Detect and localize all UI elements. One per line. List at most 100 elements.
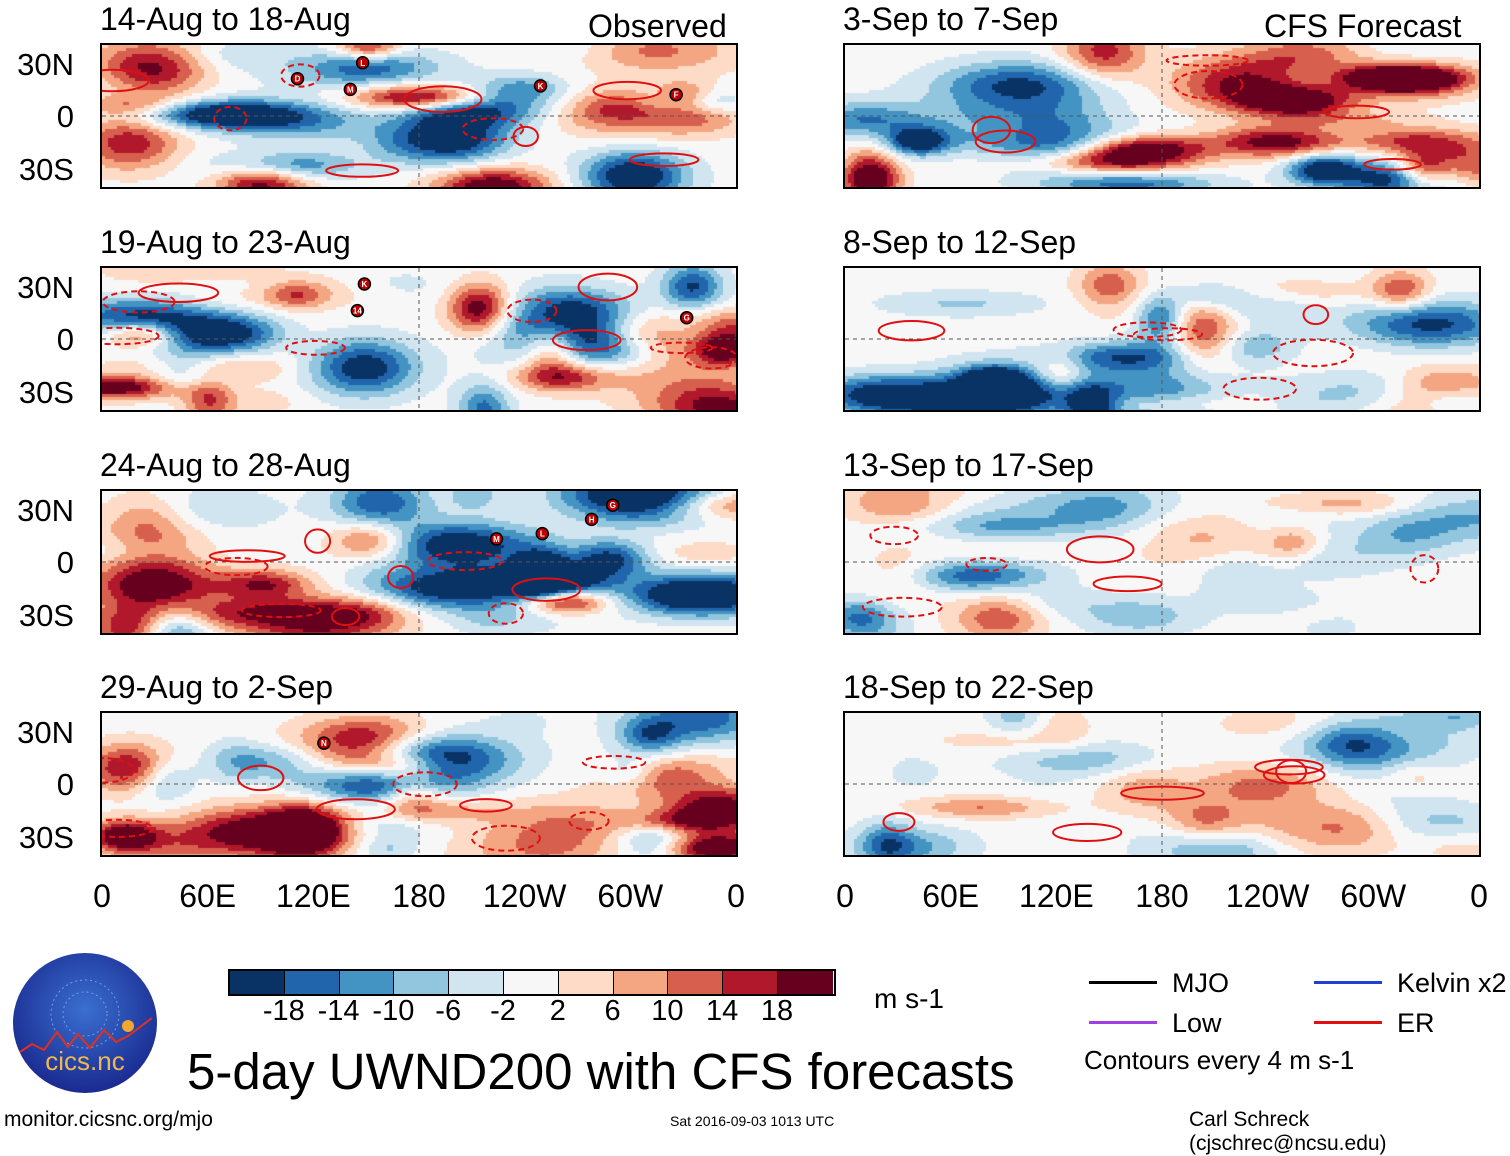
er-contour	[869, 525, 919, 546]
colorbar-level: 18	[760, 995, 794, 1027]
panel-title: 29-Aug to 2-Sep	[100, 669, 334, 705]
lon-label: 120E	[275, 878, 351, 914]
legend-label: Kelvin x2	[1397, 968, 1507, 998]
er-contour	[592, 80, 662, 101]
er-contour	[1222, 376, 1298, 401]
er-contour	[330, 607, 361, 627]
map-panel: D L M K F	[100, 43, 738, 189]
lat-label: 30S	[18, 375, 74, 410]
er-contour	[387, 565, 415, 590]
lat-label: 0	[56, 322, 74, 357]
legend-label: ER	[1397, 1008, 1435, 1038]
er-contour	[965, 557, 1008, 572]
tropical-cyclone-icon: G	[679, 310, 694, 325]
er-contour	[628, 152, 700, 168]
colorbar-level: -2	[490, 995, 516, 1027]
er-contour	[861, 596, 943, 618]
lat-label: 0	[56, 767, 74, 802]
colorbar-level: -18	[262, 995, 305, 1027]
storm-label: H	[589, 515, 595, 524]
er-contour	[1052, 822, 1123, 842]
colorbar-swatch	[778, 971, 833, 994]
er-contour	[1133, 327, 1204, 342]
lat-label: 30S	[18, 820, 74, 855]
tropical-cyclone-icon: L	[355, 56, 370, 70]
er-contour	[240, 602, 322, 619]
colorbar-swatch	[613, 971, 669, 994]
forecast-header: CFS Forecast	[1264, 8, 1462, 44]
storm-label: F	[674, 91, 679, 100]
er-contour	[470, 824, 541, 852]
panel-title: 8-Sep to 12-Sep	[843, 224, 1077, 260]
storm-label: G	[684, 314, 690, 323]
colorbar-swatch	[449, 971, 504, 994]
er-contour	[304, 528, 332, 554]
tropical-cyclone-icon: G	[605, 498, 620, 512]
map-panel	[843, 489, 1481, 635]
tropical-cyclone-icon: N	[317, 736, 331, 750]
logo-name: cics.nc	[45, 1046, 124, 1076]
colorbar-level: -14	[317, 995, 360, 1027]
er-contour	[1275, 759, 1308, 785]
tropical-cyclone-icon: M	[489, 532, 504, 546]
colorbar-level: -10	[372, 995, 415, 1027]
lat-label: 30N	[17, 270, 74, 305]
lat-label: 30N	[17, 493, 74, 528]
colorbar-swatch	[668, 971, 724, 994]
er-contour	[1302, 304, 1330, 326]
legend-label: Low	[1172, 1008, 1222, 1038]
colorbar-swatch	[558, 971, 614, 994]
storm-label: K	[362, 280, 368, 289]
er-contour	[137, 282, 220, 303]
tropical-cyclone-icon: M	[343, 82, 358, 97]
storm-label: 14	[353, 307, 362, 316]
er-contour	[102, 818, 154, 838]
tropical-cyclone-icon: D	[290, 71, 305, 86]
legend-line	[1089, 981, 1157, 984]
legend-line	[1089, 1021, 1157, 1024]
colorbar-units: m s-1	[874, 983, 944, 1014]
er-contour	[1065, 535, 1135, 564]
er-contour	[285, 339, 346, 356]
er-contour	[877, 320, 946, 342]
storm-label: D	[295, 75, 301, 84]
panel-title: 13-Sep to 17-Sep	[843, 447, 1094, 483]
footer-author: Carl Schreck (cjschrec@ncsu.edu)	[1189, 1108, 1387, 1155]
storm-label: L	[540, 530, 545, 539]
lon-label: 120E	[1018, 878, 1094, 914]
er-contour	[315, 798, 396, 821]
colorbar-level: 10	[651, 995, 684, 1027]
storm-label: M	[493, 535, 500, 544]
map-panel	[843, 266, 1481, 412]
er-contour	[551, 329, 622, 352]
lon-label: 60W	[597, 878, 664, 914]
map-panel	[843, 711, 1481, 857]
er-contour	[102, 68, 150, 93]
tropical-cyclone-icon: L	[535, 526, 550, 541]
colorbar-swatch	[230, 971, 285, 994]
storm-label: K	[538, 82, 544, 91]
panel-title: 24-Aug to 28-Aug	[100, 447, 351, 483]
er-contour	[461, 117, 525, 141]
storm-label: L	[360, 59, 365, 68]
lat-label: 0	[56, 545, 74, 580]
lon-label: 120W	[1225, 878, 1310, 914]
lon-label: 0	[727, 878, 745, 914]
colorbar-swatch	[504, 971, 559, 994]
er-contour	[971, 115, 1012, 145]
map-panel: K 14 G	[100, 266, 738, 412]
legend-label: MJO	[1172, 968, 1229, 998]
er-contour	[882, 812, 916, 832]
er-contour	[506, 298, 558, 324]
er-contour	[511, 577, 582, 602]
lon-label: 0	[93, 878, 111, 914]
legend-line	[1314, 981, 1382, 984]
panel-title: 14-Aug to 18-Aug	[100, 1, 351, 37]
er-contour	[204, 556, 269, 577]
lon-label: 180	[1135, 878, 1189, 914]
colorbar-swatch	[284, 971, 340, 994]
lat-label: 30N	[17, 47, 74, 82]
er-contour	[1409, 554, 1440, 584]
tropical-cyclone-icon: 14	[350, 303, 365, 318]
er-contour	[1165, 54, 1249, 67]
